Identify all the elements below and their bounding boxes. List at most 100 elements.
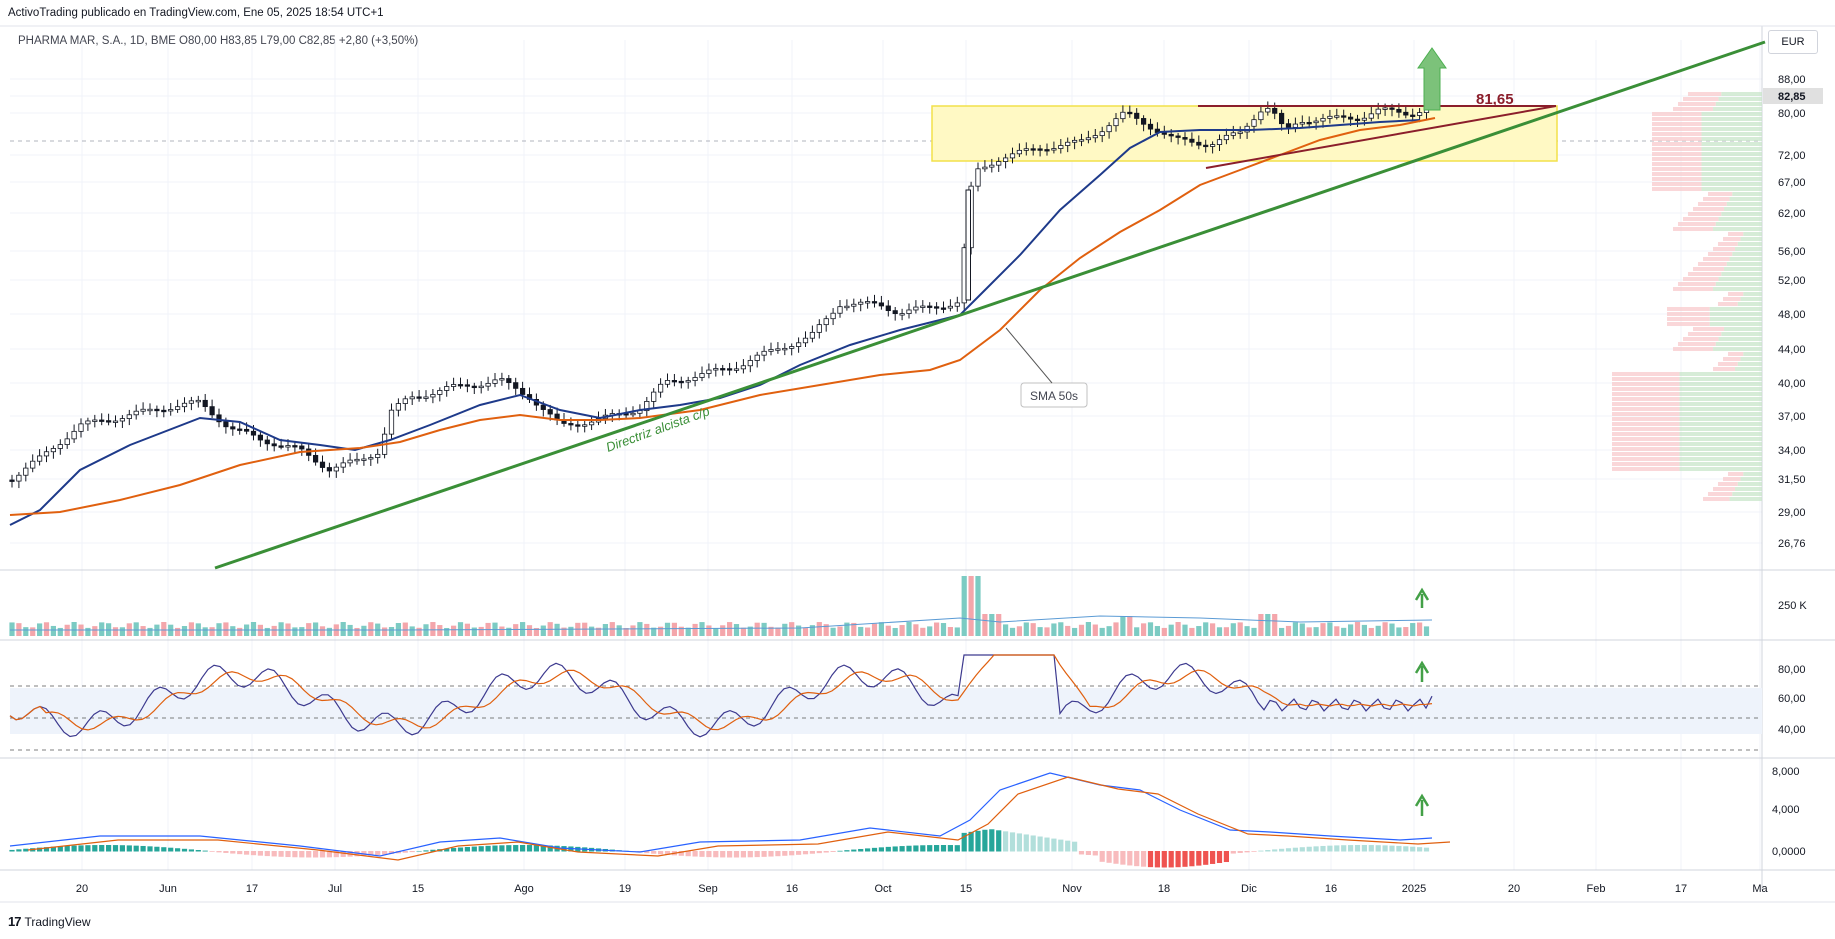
- macd-hist-bar: [244, 851, 250, 855]
- candle-body: [965, 189, 971, 301]
- candle-body: [1403, 111, 1409, 116]
- candle-body: [927, 305, 933, 308]
- volume-bar: [858, 626, 864, 636]
- candle-body: [319, 461, 326, 468]
- volume-bar: [1327, 622, 1333, 636]
- profile-bar: [1679, 452, 1762, 456]
- candle-body: [1223, 134, 1229, 141]
- candle-body: [823, 318, 829, 326]
- volume-bar: [809, 625, 815, 636]
- profile-bar: [1679, 387, 1762, 391]
- volume-bar: [292, 627, 298, 636]
- profile-bar: [1667, 307, 1710, 311]
- volume-bar: [1299, 623, 1305, 636]
- volume-bar: [796, 625, 802, 636]
- candle-body: [796, 342, 802, 347]
- candle-body: [216, 414, 222, 423]
- rsi-arrow: [1414, 660, 1430, 682]
- profile-bar: [1678, 222, 1716, 226]
- macd-hist-bar: [809, 851, 815, 854]
- volume-bar: [1237, 622, 1243, 636]
- volume-bar: [188, 622, 194, 636]
- macd-arrow: [1414, 793, 1430, 816]
- currency-selector[interactable]: EUR: [1768, 30, 1818, 54]
- macd-hist-bar: [1120, 851, 1126, 865]
- volume-bar: [478, 626, 484, 636]
- profile-bar: [1735, 247, 1762, 251]
- candle-body: [1127, 111, 1133, 115]
- volume-bar: [264, 627, 270, 636]
- candle-body: [989, 164, 995, 168]
- profile-bar: [1713, 247, 1736, 251]
- macd-hist-bar: [547, 845, 553, 852]
- profile-bar: [1679, 392, 1762, 396]
- macd-hist-bar: [1147, 851, 1154, 868]
- profile-bar: [1701, 182, 1762, 186]
- candle-body: [147, 408, 153, 412]
- profile-bar: [1740, 237, 1762, 241]
- profile-bar: [1709, 322, 1762, 326]
- macd-hist-bar: [1134, 851, 1140, 867]
- macd-hist-bar: [1375, 845, 1381, 852]
- macd-hist-bar: [382, 851, 388, 855]
- volume-bar: [1051, 623, 1057, 636]
- candle-body: [1147, 123, 1154, 130]
- macd-hist-bar: [106, 845, 112, 852]
- candle-body: [582, 424, 588, 427]
- macd-hist-bar: [1210, 851, 1216, 864]
- macd-hist-bar: [651, 851, 657, 854]
- profile-bar: [1652, 172, 1702, 176]
- profile-bar: [1673, 107, 1714, 111]
- volume-bar: [706, 625, 712, 636]
- volume-bar: [1423, 626, 1430, 636]
- profile-bar: [1718, 97, 1762, 101]
- candle-body: [1085, 137, 1091, 141]
- candle-body: [416, 396, 422, 399]
- volume-bar: [140, 626, 146, 636]
- volume-bar: [727, 622, 733, 636]
- macd-hist-bar: [906, 845, 912, 852]
- volume-bar: [658, 626, 664, 636]
- profile-bar: [1679, 442, 1762, 446]
- volume-bar: [1182, 624, 1188, 636]
- profile-bar: [1612, 402, 1680, 406]
- volume-bar: [1037, 627, 1043, 636]
- volume-bar: [865, 627, 871, 636]
- macd-hist-bar: [844, 850, 850, 852]
- volume-bar: [975, 576, 981, 636]
- price-tick: 62,00: [1778, 208, 1806, 220]
- candle-body: [402, 398, 408, 404]
- time-tick: Nov: [1062, 883, 1082, 895]
- profile-bar: [1612, 432, 1680, 436]
- candle-body: [333, 466, 339, 472]
- volume-bar: [1113, 622, 1119, 636]
- volume-bar: [906, 622, 912, 636]
- volume-bar: [1368, 627, 1374, 636]
- macd-hist-bar: [188, 849, 194, 852]
- macd-hist-bar: [1009, 832, 1016, 852]
- price-tick: 88,00: [1778, 74, 1806, 86]
- macd-hist-bar: [678, 851, 684, 856]
- macd-hist-bar: [423, 850, 429, 852]
- volume-bar: [133, 622, 139, 636]
- volume-bar: [947, 627, 953, 636]
- volume-bar: [416, 627, 422, 636]
- profile-bar: [1723, 237, 1741, 241]
- candle-body: [1216, 139, 1223, 145]
- volume-bar: [1072, 627, 1078, 636]
- profile-bar: [1683, 337, 1719, 341]
- macd-hist-bar: [761, 851, 767, 857]
- macd-hist-bar: [499, 845, 505, 852]
- time-tick: 2025: [1402, 883, 1426, 895]
- profile-bar: [1737, 362, 1762, 366]
- volume-bar: [388, 627, 395, 636]
- macd-hist-bar: [1141, 851, 1147, 867]
- volume-bar: [119, 627, 125, 636]
- volume-bar: [844, 622, 850, 636]
- candle-body: [423, 396, 429, 399]
- profile-bar: [1713, 107, 1762, 111]
- volume-bar: [1127, 616, 1133, 636]
- volume-bar: [57, 627, 63, 636]
- candle-body: [181, 402, 188, 408]
